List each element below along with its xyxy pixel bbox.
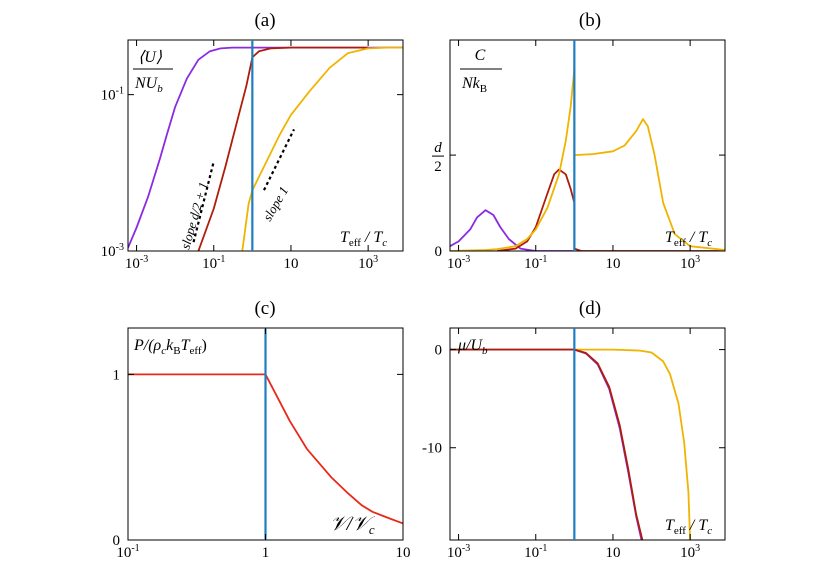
xtick-base: 10 [524,545,539,561]
panel-d-xtick-label: 103 [680,543,700,561]
xtick-base: 10 [202,256,217,272]
xtick-base: 10 [125,256,140,272]
panel-c-xtick-label: 1 [262,545,270,561]
panel-a-xtick-label: 10 [283,256,298,272]
xtick-exp: -1 [131,543,139,554]
xtick-exp: -3 [462,254,470,265]
panel-b-ylabel-num: C [475,47,486,64]
xtick-base: 10 [396,545,411,561]
panel-b-series-purple [450,209,575,251]
panel-a-xlabel: Teff / Tc [340,229,387,249]
panel-d-plot-area [450,348,691,540]
xtick-base: 10 [358,256,373,272]
panel-a-xtick-label: 103 [358,254,378,272]
panel-b-frame [449,39,726,252]
panel-a-ylabel-den: NUb [134,75,163,95]
xtick-base: 10 [116,545,131,561]
panel-c-series-red [128,373,403,525]
panel-d-ytick-label: -10 [422,441,442,457]
panel-a-ytick-label: 10-1 [101,86,124,104]
panel-b-ylabel-den: NkB [461,75,487,95]
panel-c-ylabel: P/(ρckBTeff) [133,337,207,357]
xtick-base: 10 [605,256,620,272]
panel-a-series-darkred [197,46,369,251]
xtick-exp: -1 [539,254,547,265]
xtick-exp: -3 [462,543,470,554]
panel-a-frame [127,39,404,252]
panel-c-series [128,373,403,525]
panel-c-xtick-label: 10-1 [116,543,139,561]
panel-b-plot-area [450,67,725,251]
panel-d-series-darkred [450,348,644,540]
xtick-base: 10 [680,545,695,561]
panel-d-xlabel: Teff / Tc [665,517,712,537]
xtick-base: 10 [680,256,695,272]
panel-b-series-gold [450,67,725,251]
panel-b-series [450,67,725,251]
panel-a-series-purple [128,46,403,249]
panel-c-ytick-label: 0 [113,533,121,549]
panel-c-ytick-label: 1 [113,367,121,383]
panel-c-plot-area [128,373,403,525]
xtick-exp: 3 [373,254,378,265]
panel-a-guide-slope-1 [262,128,295,191]
panel-d-series [450,348,691,540]
xtick-exp: -1 [217,254,225,265]
panel-b-xlabel: Teff / Tc [665,229,712,249]
panel-b-xtick-label: 103 [680,254,700,272]
panel-c-xlabel: 𝒱/𝒱c [330,513,375,537]
panel-a-xtick-label: 10-1 [202,254,225,272]
xtick-base: 10 [447,256,462,272]
xtick-exp: -1 [539,543,547,554]
panel-a-ylabel: ⟨U⟩ NUb [133,49,173,95]
panel-b-ylabel: C NkB [460,47,502,95]
ytick-exp: -3 [116,242,124,253]
panel-b-ytick-label-den: 2 [434,159,442,175]
panel-a-ylabel-num: ⟨U⟩ [138,49,163,66]
panel-b-xtick-label: 10-1 [524,254,547,272]
panel-d-title: (d) [579,298,601,319]
panel-a-title: (a) [254,10,275,31]
panel-a-xtick-label: 10-3 [125,254,148,272]
panel-d-xtick-label: 10-3 [447,543,470,561]
panel-d-xtick-label: 10-1 [524,543,547,561]
panel-d-series-purple [450,348,643,540]
xtick-base: 10 [524,256,539,272]
xtick-exp: -3 [140,254,148,265]
panel-d-ytick-label: 0 [435,343,443,359]
xtick-base: 10 [283,256,298,272]
panel-b-xtick-label: 10-3 [447,254,470,272]
panel-b-title: (b) [579,10,601,31]
panel-c-title: (c) [254,298,275,319]
xtick-exp: 3 [695,543,700,554]
ytick-base: 10 [101,244,116,260]
panel-b-ytick-label: 0 [435,244,443,260]
ytick-base: 10 [101,88,116,104]
xtick-base: 10 [447,545,462,561]
xtick-exp: 3 [695,254,700,265]
xtick-base: 1 [262,545,270,561]
panel-a-ytick-label: 10-3 [101,242,124,260]
panel-d-series-gold [450,348,691,540]
panel-c-xtick-label: 10 [396,545,411,561]
panel-d-frame [449,327,726,541]
panel-b-ytick-label: d [434,140,442,156]
xtick-base: 10 [605,545,620,561]
annotation-slope-steep: slope d/2 + 1 [177,180,210,251]
panel-d-xtick-label: 10 [605,545,620,561]
ytick-exp: -1 [116,86,124,97]
panel-d-ylabel: μ/Ub [457,337,488,357]
panel-a-guide-slope-steep [192,161,215,243]
panel-b-xtick-label: 10 [605,256,620,272]
